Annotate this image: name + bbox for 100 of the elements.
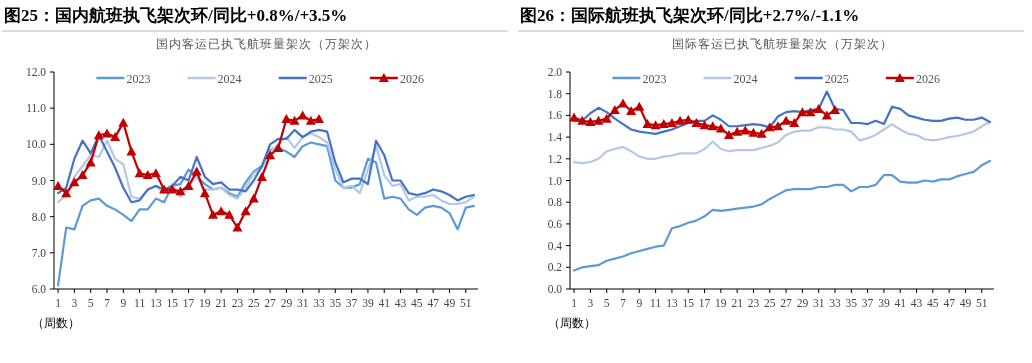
chart-subtitle: 国内客运已执飞航班量架次（万架次） (155, 37, 377, 51)
x-axis-title: （周数） (32, 316, 80, 330)
point (159, 184, 170, 194)
point (265, 150, 276, 160)
x-tick-label: 27 (780, 297, 793, 309)
legend-label: 2024 (217, 71, 242, 86)
x-tick-label: 13 (150, 297, 162, 309)
point (297, 110, 308, 120)
y-tick-label: 9.0 (31, 174, 47, 187)
x-tick-label: 51 (976, 297, 988, 309)
point (53, 180, 64, 190)
point (61, 188, 72, 198)
y-tick-label: 2.0 (547, 66, 563, 78)
point (781, 115, 792, 125)
point (85, 157, 96, 167)
x-tick-label: 15 (682, 297, 695, 309)
point (577, 115, 588, 125)
x-tick-label: 7 (104, 297, 111, 309)
y-tick-label: 12.0 (25, 66, 47, 78)
x-tick-label: 17 (698, 297, 711, 309)
x-tick-label: 11 (134, 297, 146, 309)
y-tick-label: 0.6 (547, 217, 563, 230)
legend-label: 2023 (642, 71, 667, 86)
x-axis-title: （周数） (548, 316, 596, 330)
y-tick-label: 0.4 (547, 239, 563, 252)
y-tick-label: 1.4 (547, 131, 563, 144)
y-tick-label: 0.2 (547, 261, 563, 274)
point (715, 123, 726, 133)
point (626, 106, 637, 116)
point (609, 104, 620, 114)
point (93, 130, 104, 140)
y-tick-label: 6.0 (31, 283, 47, 295)
point (634, 101, 645, 111)
y-tick-label: 10.0 (25, 138, 47, 151)
y-tick-label: 7.0 (31, 246, 47, 259)
x-tick-label: 15 (166, 297, 179, 309)
x-tick-label: 21 (731, 297, 744, 309)
point (699, 120, 710, 130)
point (724, 129, 734, 139)
x-tick-label: 35 (329, 297, 342, 309)
point (256, 171, 267, 181)
point (642, 119, 653, 129)
x-tick-label: 45 (411, 297, 423, 309)
y-tick-label: 0.0 (547, 283, 563, 295)
x-tick-label: 39 (878, 297, 890, 309)
x-tick-label: 1 (571, 297, 578, 309)
x-tick-label: 11 (650, 297, 662, 309)
point (175, 186, 186, 196)
point (248, 193, 259, 203)
y-tick-label: 8.0 (31, 210, 47, 223)
point (142, 170, 153, 180)
x-tick-label: 1 (55, 297, 62, 309)
point (666, 118, 677, 127)
point (77, 170, 88, 180)
x-tick-label: 21 (215, 297, 228, 309)
legend-label: 2025 (824, 71, 849, 86)
x-tick-label: 51 (460, 297, 472, 309)
point (707, 121, 718, 131)
point (69, 177, 80, 187)
x-tick-label: 33 (313, 297, 325, 309)
point (224, 209, 235, 219)
point (683, 114, 694, 124)
x-tick-label: 49 (443, 297, 456, 309)
point (232, 222, 243, 232)
chart-title: 图25：国内航班执飞架次环/同比+0.8%/+3.5% (4, 6, 348, 25)
y-tick-label: 0.8 (547, 196, 563, 209)
legend-label: 2024 (733, 71, 758, 86)
point (281, 114, 292, 124)
x-tick-label: 37 (345, 297, 358, 309)
x-tick-label: 43 (910, 297, 923, 309)
point (110, 132, 121, 142)
x-tick-label: 9 (636, 297, 643, 309)
x-tick-label: 31 (296, 297, 309, 309)
x-tick-label: 47 (427, 297, 440, 309)
x-tick-label: 3 (71, 297, 78, 309)
point (199, 188, 210, 198)
x-tick-label: 31 (812, 297, 825, 309)
point (273, 142, 284, 152)
point (732, 126, 743, 136)
y-tick-label: 11.0 (26, 102, 47, 115)
point (821, 110, 832, 120)
x-tick-label: 7 (620, 297, 627, 309)
point (805, 107, 816, 117)
x-tick-label: 35 (845, 297, 858, 309)
point (134, 168, 145, 178)
x-tick-label: 47 (943, 297, 956, 309)
x-tick-label: 41 (894, 297, 907, 309)
point (675, 115, 686, 125)
point (126, 146, 137, 156)
x-tick-label: 43 (394, 297, 407, 309)
legend-label: 2026 (915, 71, 940, 86)
x-tick-label: 5 (603, 297, 610, 309)
point (601, 113, 612, 123)
point (813, 103, 824, 113)
x-tick-label: 45 (927, 297, 939, 309)
x-tick-label: 37 (861, 297, 874, 309)
chart-subtitle: 国际客运已执飞航班量架次（万架次） (671, 37, 893, 51)
point (216, 206, 227, 216)
x-tick-label: 19 (199, 297, 211, 309)
point (569, 112, 580, 122)
